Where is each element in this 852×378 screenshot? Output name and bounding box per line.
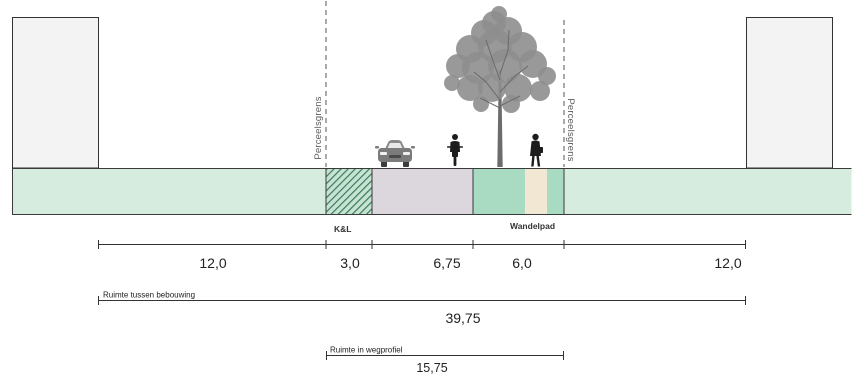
footpath-label: Wandelpad	[510, 221, 555, 231]
road-zone	[372, 168, 473, 214]
segment-value-road: 6,75	[433, 255, 460, 271]
segment-value-green: 6,0	[512, 255, 532, 271]
building-left	[12, 17, 99, 169]
tree-canopy	[444, 6, 556, 113]
car-icon	[375, 140, 415, 167]
road-profile-dimension-line	[326, 351, 564, 360]
segment-value-kl: 3,0	[340, 255, 360, 271]
road-profile-value: 15,75	[416, 361, 447, 375]
between-buildings-dimension-line	[98, 296, 746, 305]
green-zone	[473, 168, 564, 214]
tree-branches	[473, 29, 529, 109]
road-profile-label: Ruimte in wegprofiel	[330, 346, 403, 355]
segment-value-building-right: 12,0	[714, 255, 741, 271]
cyclist-icon	[447, 134, 463, 166]
building-right	[746, 17, 833, 169]
segment-value-building-left: 12,0	[199, 255, 226, 271]
property-boundary-right-label: Perceelsgrens	[565, 98, 576, 161]
ground-strip	[12, 168, 852, 215]
segment-dimension-line	[98, 240, 746, 249]
tree-icon	[444, 6, 556, 167]
between-buildings-value: 39,75	[445, 310, 480, 326]
pedestrian-icon	[530, 133, 543, 167]
property-boundary-left-label: Perceelsgrens	[313, 96, 324, 159]
kl-zone	[326, 168, 372, 214]
kl-label: K&L	[334, 224, 351, 234]
between-buildings-label: Ruimte tussen bebouwing	[103, 291, 195, 300]
footpath-zone	[525, 168, 547, 214]
